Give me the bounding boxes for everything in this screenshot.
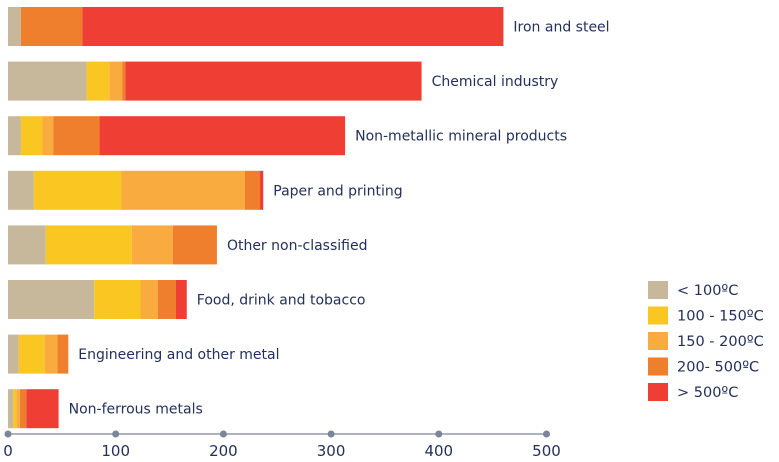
bar-segment-non-ferrous-metals-s2 <box>13 389 17 429</box>
bar-segment-paper-and-printing-s3 <box>121 170 245 210</box>
bar-segment-non-metallic-mineral-products-s4 <box>53 116 100 156</box>
bar-segment-food-drink-and-tobacco-s3 <box>140 280 158 319</box>
legend-swatch-2 <box>648 306 668 325</box>
category-label-paper-and-printing: Paper and printing <box>273 183 402 199</box>
bar-segment-other-non-classified-s1 <box>8 225 46 265</box>
bar-segment-non-metallic-mineral-products-s2 <box>20 116 43 156</box>
bar-segment-non-metallic-mineral-products-s3 <box>42 116 54 156</box>
bar-segment-chemical-industry-s2 <box>86 61 110 101</box>
bar-segment-food-drink-and-tobacco-s5 <box>176 280 187 319</box>
bar-segment-other-non-classified-s3 <box>131 225 173 265</box>
bar-segment-paper-and-printing-s5 <box>260 170 264 210</box>
category-labels: Iron and steel Chemical industry Non-metal… <box>69 20 610 418</box>
x-tick-mark-100 <box>112 430 120 438</box>
bar-segment-non-ferrous-metals-s4 <box>19 389 27 429</box>
x-tick-mark-0 <box>4 430 12 438</box>
bar-segment-other-non-classified-s2 <box>45 225 132 265</box>
bar-segment-non-metallic-mineral-products-s1 <box>8 116 21 156</box>
bar-segment-iron-and-steel-s4 <box>20 7 83 46</box>
x-tick-mark-400 <box>435 430 443 438</box>
bar-segment-non-ferrous-metals-s3 <box>16 389 20 429</box>
bar-segment-food-drink-and-tobacco-s2 <box>94 280 141 319</box>
legend-swatch-5 <box>648 383 668 401</box>
category-label-chemical-industry: Chemical industry <box>432 74 559 90</box>
legend-label-1: < 100ºC <box>677 283 738 299</box>
bar-segment-paper-and-printing-s2 <box>33 170 122 210</box>
bar-segment-non-ferrous-metals-s1 <box>8 389 14 429</box>
legend-label-3: 150 - 200ºC <box>677 334 764 350</box>
bar-segment-chemical-industry-s4 <box>122 61 126 101</box>
x-tick-mark-300 <box>327 430 335 438</box>
bar-segment-engineering-and-other-metal-s3 <box>44 334 58 374</box>
x-tick-label-500: 500 <box>532 442 561 460</box>
category-label-engineering-and-other-metal: Engineering and other metal <box>78 347 279 363</box>
legend-swatch-1 <box>648 281 668 299</box>
x-axis: 0 100 200 300 400 500 <box>3 430 561 460</box>
x-tick-label-400: 400 <box>424 442 453 460</box>
x-tick-mark-500 <box>543 430 550 438</box>
bar-segment-food-drink-and-tobacco-s4 <box>157 280 177 319</box>
bar-segment-iron-and-steel-s5 <box>82 7 504 46</box>
bar-segment-engineering-and-other-metal-s2 <box>18 334 45 374</box>
bar-segment-food-drink-and-tobacco-s1 <box>8 280 95 319</box>
bars-group <box>8 7 504 429</box>
legend-label-5: > 500ºC <box>677 385 738 401</box>
category-label-other-non-classified: Other non-classified <box>227 238 368 254</box>
bar-segment-non-metallic-mineral-products-s5 <box>99 116 346 156</box>
bar-segment-chemical-industry-s1 <box>8 61 87 101</box>
bar-segment-engineering-and-other-metal-s1 <box>8 334 19 374</box>
x-tick-label-300: 300 <box>317 442 346 460</box>
bar-segment-paper-and-printing-s4 <box>244 170 261 210</box>
legend: < 100ºC 100 - 150ºC 150 - 200ºC 200- 500ºC >… <box>648 281 764 401</box>
legend-label-2: 100 - 150ºC <box>677 309 764 325</box>
category-label-iron-and-steel: Iron and steel <box>513 20 609 36</box>
bar-segment-paper-and-printing-s1 <box>8 170 34 210</box>
legend-swatch-3 <box>648 332 668 350</box>
x-tick-label-100: 100 <box>101 442 130 460</box>
legend-label-4: 200- 500ºC <box>677 360 759 376</box>
bar-segment-engineering-and-other-metal-s4 <box>57 334 69 374</box>
bar-segment-chemical-industry-s3 <box>109 61 123 101</box>
x-tick-label-0: 0 <box>3 442 13 460</box>
bar-segment-non-ferrous-metals-s5 <box>26 389 59 429</box>
bar-segment-other-non-classified-s4 <box>172 225 217 265</box>
legend-swatch-4 <box>648 357 668 376</box>
bar-segment-iron-and-steel-s1 <box>8 7 21 46</box>
bar-segment-chemical-industry-s5 <box>125 61 422 101</box>
x-tick-mark-200 <box>219 430 227 438</box>
category-label-food-drink-and-tobacco: Food, drink and tobacco <box>197 293 366 309</box>
x-tick-label-200: 200 <box>209 442 238 460</box>
category-label-non-ferrous-metals: Non-ferrous metals <box>69 402 203 418</box>
category-label-non-metallic-mineral-products: Non-metallic mineral products <box>355 129 567 145</box>
